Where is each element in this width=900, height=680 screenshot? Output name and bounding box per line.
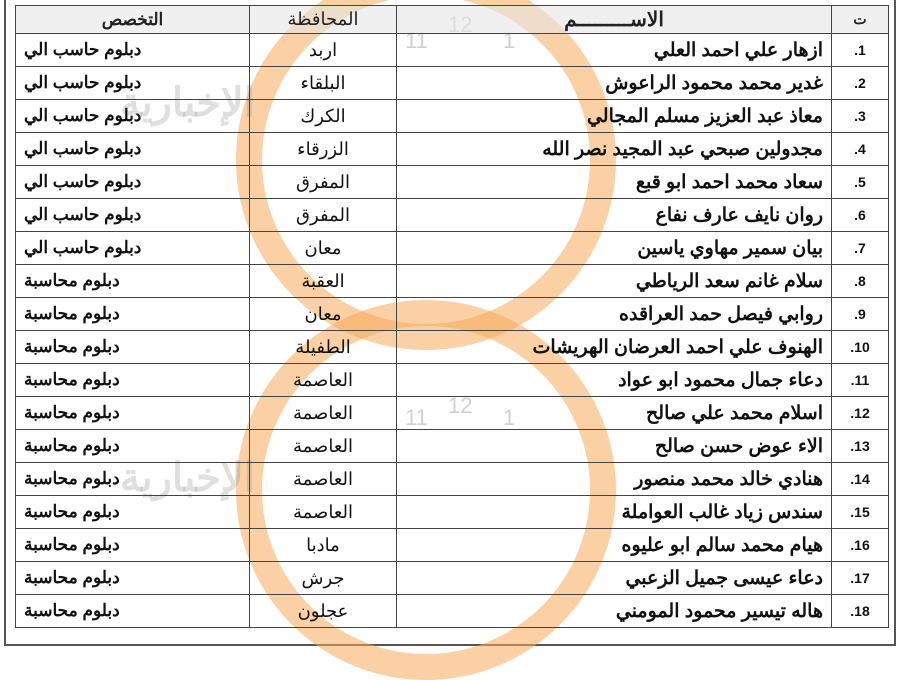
row-name: سندس زياد غالب العواملة [396,495,832,529]
row-specialty: دبلوم حاسب الي [15,99,250,133]
row-specialty: دبلوم محاسبة [15,495,250,529]
row-name: غدير محمد محمود الراعوش [396,66,832,100]
row-specialty: دبلوم حاسب الي [15,66,250,100]
page-frame [4,0,896,646]
header-name: الاســـــــــم [396,5,832,34]
table-row: 6. روان نايف عارف نفاع المفرق دبلوم حاسب ال… [15,198,889,232]
row-number: 15. [831,495,889,529]
table-header-row: ت الاســـــــــم المحافظة التخصص [15,5,889,34]
row-governorate: العقبة [249,264,397,298]
row-number: 18. [831,594,889,628]
row-specialty: دبلوم محاسبة [15,462,250,496]
row-specialty: دبلوم محاسبة [15,264,250,298]
row-governorate: الزرقاء [249,132,397,166]
table-row: 10. الهنوف علي احمد العرضان الهريشات الطفي… [15,330,889,364]
row-number: 10. [831,330,889,364]
row-number: 3. [831,99,889,133]
row-specialty: دبلوم محاسبة [15,297,250,331]
row-number: 6. [831,198,889,232]
row-specialty: دبلوم محاسبة [15,561,250,595]
table-row: 8. سلام غانم سعد الرياطي العقبة دبلوم محاسب… [15,264,889,298]
row-governorate: الطفيلة [249,330,397,364]
row-number: 2. [831,66,889,100]
row-name: دعاء جمال محمود ابو عواد [396,363,832,397]
row-specialty: دبلوم حاسب الي [15,198,250,232]
row-name: روان نايف عارف نفاع [396,198,832,232]
row-name: سلام غانم سعد الرياطي [396,264,832,298]
row-governorate: العاصمة [249,462,397,496]
row-governorate: اربد [249,33,397,67]
row-specialty: دبلوم محاسبة [15,363,250,397]
row-specialty: دبلوم محاسبة [15,429,250,463]
row-number: 1. [831,33,889,67]
row-governorate: العاصمة [249,363,397,397]
row-name: دعاء عيسى جميل الزعبي [396,561,832,595]
row-number: 13. [831,429,889,463]
header-governorate: المحافظة [249,5,397,34]
row-governorate: معان [249,297,397,331]
table-row: 2. غدير محمد محمود الراعوش البلقاء دبلوم حا… [15,66,889,100]
row-number: 8. [831,264,889,298]
table-row: 15. سندس زياد غالب العواملة العاصمة دبلوم م… [15,495,889,529]
table-row: 11. دعاء جمال محمود ابو عواد العاصمة دبلوم … [15,363,889,397]
row-name: هاله تيسير محمود المومني [396,594,832,628]
row-name: هيام محمد سالم ابو عليوه [396,528,832,562]
row-number: 9. [831,297,889,331]
row-governorate: عجلون [249,594,397,628]
table-row: 4. مجدولين صبحي عبد المجيد نصر الله الزرقا… [15,132,889,166]
row-governorate: جرش [249,561,397,595]
row-number: 7. [831,231,889,265]
row-name: روابي فيصل حمد العراقده [396,297,832,331]
row-name: مجدولين صبحي عبد المجيد نصر الله [396,132,832,166]
row-governorate: العاصمة [249,495,397,529]
row-specialty: دبلوم حاسب الي [15,231,250,265]
row-specialty: دبلوم محاسبة [15,528,250,562]
row-governorate: مادبا [249,528,397,562]
row-specialty: دبلوم حاسب الي [15,33,250,67]
row-governorate: الكرك [249,99,397,133]
table-row: 5. سعاد محمد احمد ابو قبع المفرق دبلوم حاسب… [15,165,889,199]
names-table: ت الاســـــــــم المحافظة التخصص 1. ازهار… [15,5,889,628]
header-specialty: التخصص [15,5,250,34]
table-row: 7. بيان سمير مهاوي ياسين معان دبلوم حاسب ال… [15,231,889,265]
row-name: معاذ عبد العزيز مسلم المجالي [396,99,832,133]
table-row: 13. الاء عوض حسن صالح العاصمة دبلوم محاسبة [15,429,889,463]
row-specialty: دبلوم محاسبة [15,330,250,364]
row-name: هنادي خالد محمد منصور [396,462,832,496]
row-specialty: دبلوم محاسبة [15,396,250,430]
row-name: الاء عوض حسن صالح [396,429,832,463]
row-number: 17. [831,561,889,595]
row-number: 5. [831,165,889,199]
row-name: بيان سمير مهاوي ياسين [396,231,832,265]
row-governorate: البلقاء [249,66,397,100]
row-governorate: العاصمة [249,429,397,463]
row-name: ازهار علي احمد العلي [396,33,832,67]
row-number: 12. [831,396,889,430]
row-number: 14. [831,462,889,496]
row-governorate: العاصمة [249,396,397,430]
table-row: 3. معاذ عبد العزيز مسلم المجالي الكرك دبلوم… [15,99,889,133]
row-number: 11. [831,363,889,397]
row-specialty: دبلوم حاسب الي [15,132,250,166]
table-row: 1. ازهار علي احمد العلي اربد دبلوم حاسب الي [15,33,889,67]
row-governorate: المفرق [249,198,397,232]
row-name: اسلام محمد علي صالح [396,396,832,430]
row-governorate: معان [249,231,397,265]
table-row: 16. هيام محمد سالم ابو عليوه مادبا دبلوم مح… [15,528,889,562]
table-row: 12. اسلام محمد علي صالح العاصمة دبلوم محاسب… [15,396,889,430]
row-name: الهنوف علي احمد العرضان الهريشات [396,330,832,364]
row-number: 16. [831,528,889,562]
row-name: سعاد محمد احمد ابو قبع [396,165,832,199]
table-row: 18. هاله تيسير محمود المومني عجلون دبلوم مح… [15,594,889,628]
header-number: ت [831,5,889,34]
table-row: 17. دعاء عيسى جميل الزعبي جرش دبلوم محاسبة [15,561,889,595]
row-specialty: دبلوم حاسب الي [15,165,250,199]
row-number: 4. [831,132,889,166]
table-row: 14. هنادي خالد محمد منصور العاصمة دبلوم محا… [15,462,889,496]
row-specialty: دبلوم محاسبة [15,594,250,628]
row-governorate: المفرق [249,165,397,199]
table-row: 9. روابي فيصل حمد العراقده معان دبلوم محاسب… [15,297,889,331]
